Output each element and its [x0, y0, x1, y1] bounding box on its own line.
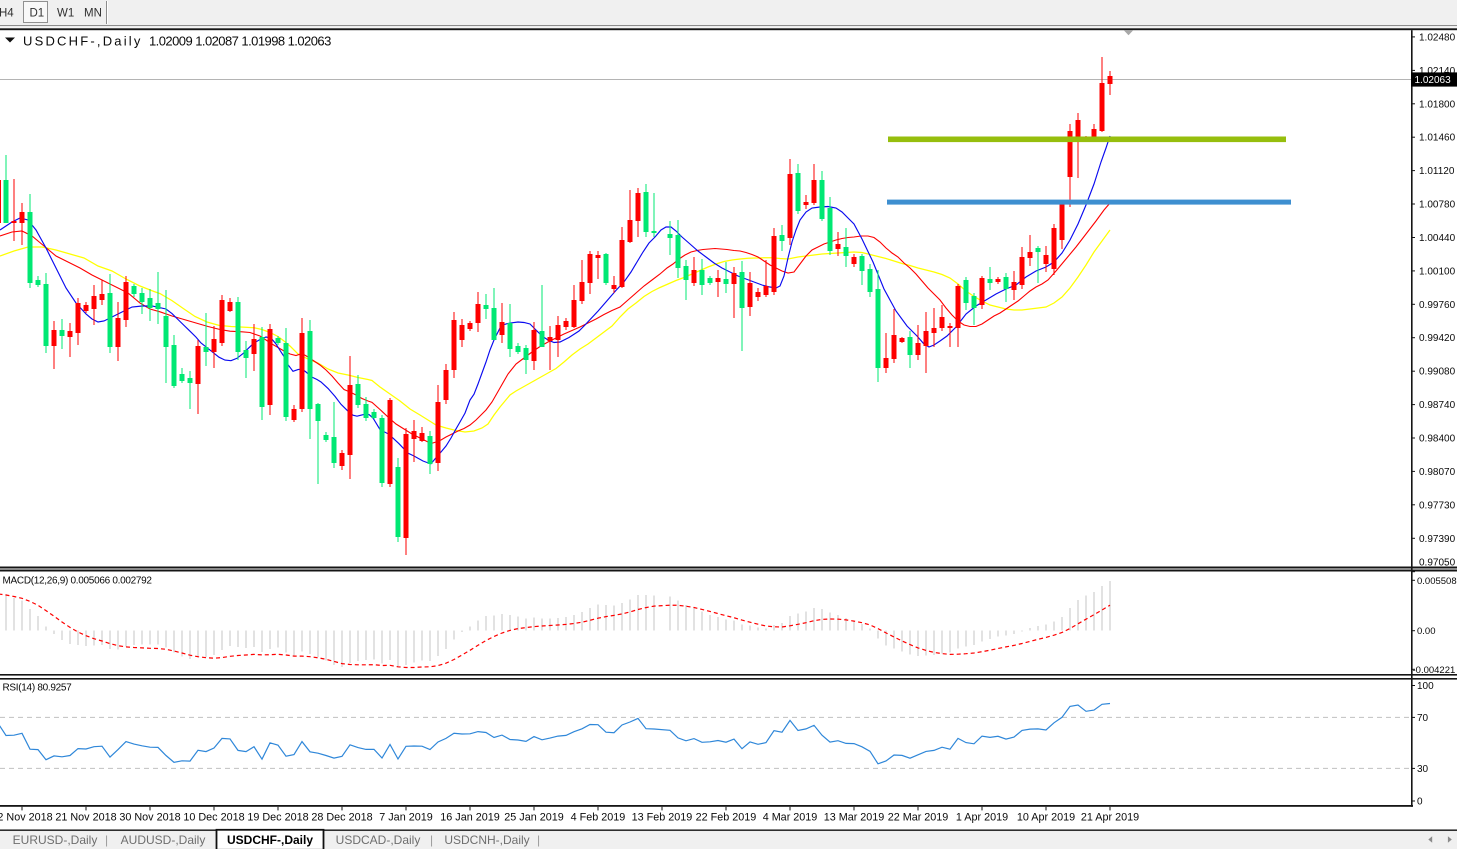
svg-text:0.97050: 0.97050: [1419, 558, 1456, 569]
svg-text:10 Apr 2019: 10 Apr 2019: [1017, 812, 1075, 824]
svg-text:0.00: 0.00: [1417, 626, 1436, 637]
svg-text:100: 100: [1417, 681, 1434, 692]
svg-text:12 Nov 2018: 12 Nov 2018: [0, 812, 53, 824]
svg-text:21 Apr 2019: 21 Apr 2019: [1081, 812, 1139, 824]
svg-text:4 Feb 2019: 4 Feb 2019: [571, 812, 626, 824]
svg-text:25 Jan 2019: 25 Jan 2019: [504, 812, 563, 824]
svg-text:7 Jan 2019: 7 Jan 2019: [379, 812, 432, 824]
svg-text:USDCHF-,Daily: USDCHF-,Daily: [23, 34, 143, 49]
svg-text:22 Feb 2019: 22 Feb 2019: [696, 812, 757, 824]
svg-text:|: |: [537, 833, 540, 847]
svg-text:30 Nov 2018: 30 Nov 2018: [119, 812, 180, 824]
svg-text:28 Dec 2018: 28 Dec 2018: [311, 812, 372, 824]
svg-text:1.01460: 1.01460: [1419, 133, 1456, 144]
svg-text:21 Nov 2018: 21 Nov 2018: [55, 812, 116, 824]
svg-text:USDCHF-,Daily: USDCHF-,Daily: [227, 833, 313, 847]
svg-text:1.02009 1.02087 1.01998 1.0206: 1.02009 1.02087 1.01998 1.02063: [149, 34, 331, 49]
svg-text:|: |: [105, 833, 108, 847]
svg-text:0.99760: 0.99760: [1419, 300, 1456, 311]
svg-text:AUDUSD-,Daily: AUDUSD-,Daily: [121, 833, 206, 847]
svg-text:13 Mar 2019: 13 Mar 2019: [824, 812, 885, 824]
svg-text:H4: H4: [0, 8, 14, 20]
svg-text:0.99080: 0.99080: [1419, 367, 1456, 378]
svg-text:0.97730: 0.97730: [1419, 500, 1456, 511]
svg-text:|: |: [430, 833, 433, 847]
svg-text:1.00100: 1.00100: [1419, 266, 1456, 277]
svg-text:0: 0: [1417, 797, 1423, 808]
svg-text:0.97390: 0.97390: [1419, 534, 1456, 545]
svg-text:30: 30: [1417, 764, 1429, 775]
svg-text:1.02480: 1.02480: [1419, 32, 1456, 43]
svg-text:0.005508: 0.005508: [1417, 576, 1457, 587]
svg-text:-0.004221: -0.004221: [1413, 665, 1456, 676]
svg-text:70: 70: [1417, 713, 1429, 724]
svg-text:1.01120: 1.01120: [1419, 166, 1455, 177]
svg-text:1.00440: 1.00440: [1419, 233, 1456, 244]
svg-text:USDCNH-,Daily: USDCNH-,Daily: [444, 833, 529, 847]
svg-text:0.98400: 0.98400: [1419, 434, 1456, 445]
svg-text:1 Apr 2019: 1 Apr 2019: [956, 812, 1008, 824]
svg-text:10 Dec 2018: 10 Dec 2018: [183, 812, 244, 824]
svg-text:EURUSD-,Daily: EURUSD-,Daily: [13, 833, 98, 847]
svg-text:1.00780: 1.00780: [1419, 200, 1456, 211]
svg-text:W1: W1: [57, 8, 74, 20]
svg-text:0.98070: 0.98070: [1419, 467, 1456, 478]
svg-text:16 Jan 2019: 16 Jan 2019: [440, 812, 499, 824]
svg-text:MACD(12,26,9) 0.005066 0.00279: MACD(12,26,9) 0.005066 0.002792: [3, 576, 153, 587]
svg-text:19 Dec 2018: 19 Dec 2018: [247, 812, 308, 824]
svg-text:22 Mar 2019: 22 Mar 2019: [888, 812, 949, 824]
svg-text:D1: D1: [30, 8, 45, 20]
svg-text:1.01800: 1.01800: [1419, 99, 1456, 110]
svg-text:RSI(14) 80.9257: RSI(14) 80.9257: [3, 683, 73, 694]
svg-text:USDCAD-,Daily: USDCAD-,Daily: [336, 833, 421, 847]
svg-text:4 Mar 2019: 4 Mar 2019: [763, 812, 818, 824]
svg-text:0.98740: 0.98740: [1419, 400, 1456, 411]
svg-text:1.02140: 1.02140: [1419, 66, 1456, 77]
svg-text:0.99420: 0.99420: [1419, 333, 1456, 344]
svg-text:13 Feb 2019: 13 Feb 2019: [632, 812, 693, 824]
svg-text:MN: MN: [84, 8, 102, 20]
svg-text:1.02063: 1.02063: [1415, 75, 1452, 86]
